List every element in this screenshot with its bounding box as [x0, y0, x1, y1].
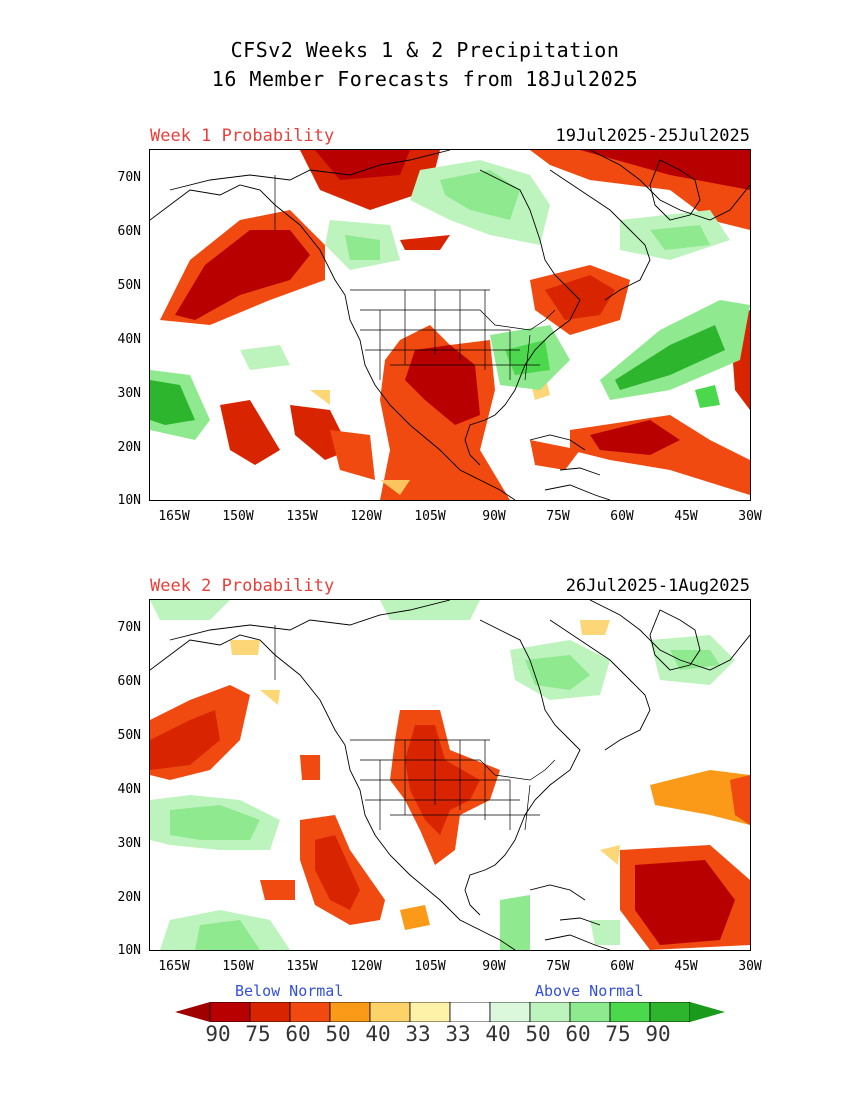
lon-label: 150W	[222, 959, 254, 974]
legend-value: 33	[445, 1022, 471, 1046]
legend-value: 50	[525, 1022, 551, 1046]
lat-label: 10N	[117, 943, 141, 958]
lon-label: 120W	[350, 959, 382, 974]
lat-label: 50N	[117, 278, 141, 293]
lon-label: 135W	[286, 509, 318, 524]
lon-label: 165W	[158, 509, 190, 524]
lon-label: 90W	[482, 959, 506, 974]
week1-label: Week 1 Probability	[150, 126, 335, 146]
legend-arrow-right	[690, 1002, 725, 1022]
lon-label: 30W	[738, 959, 762, 974]
legend-color-cell	[489, 1001, 531, 1023]
week2-slight-below-areas	[230, 620, 620, 865]
lon-label: 45W	[674, 509, 698, 524]
week2-state-borders	[274, 625, 556, 831]
week2-map	[149, 599, 751, 951]
chart-title-line2: 16 Member Forecasts from 18Jul2025	[211, 67, 639, 91]
lat-label: 30N	[117, 386, 141, 401]
lat-label: 40N	[117, 332, 141, 347]
week1-dates: 19Jul2025-25Jul2025	[555, 126, 750, 146]
legend-color-bar	[175, 1001, 725, 1023]
legend-color-cell	[449, 1001, 491, 1023]
lat-label: 20N	[117, 890, 141, 905]
lat-label: 30N	[117, 836, 141, 851]
lon-label: 90W	[482, 509, 506, 524]
legend-above-normal-label: Above Normal	[535, 982, 644, 1000]
legend-value: 60	[285, 1022, 311, 1046]
legend-color-bar-svg	[175, 1001, 725, 1023]
legend-below-normal-label: Below Normal	[235, 982, 344, 1000]
legend-color-cell	[569, 1001, 611, 1023]
lon-label: 165W	[158, 959, 190, 974]
lat-label: 70N	[117, 170, 141, 185]
lat-label: 20N	[117, 440, 141, 455]
legend-color-cell	[249, 1001, 291, 1023]
lon-label: 30W	[738, 509, 762, 524]
lat-label: 40N	[117, 782, 141, 797]
lon-label: 120W	[350, 509, 382, 524]
legend-value: 33	[405, 1022, 431, 1046]
lat-label: 60N	[117, 674, 141, 689]
week2-below-normal-areas	[150, 685, 750, 950]
legend-value: 40	[365, 1022, 391, 1046]
lon-label: 60W	[610, 959, 634, 974]
week1-coastlines	[150, 150, 750, 500]
legend-color-cell	[649, 1001, 691, 1023]
lon-label: 45W	[674, 959, 698, 974]
week2-dates: 26Jul2025-1Aug2025	[565, 576, 750, 596]
lon-label: 135W	[286, 959, 318, 974]
lat-label: 50N	[117, 728, 141, 743]
week2-coastlines	[150, 600, 750, 950]
lon-label: 75W	[546, 959, 570, 974]
legend-color-cell	[329, 1001, 371, 1023]
week1-state-borders	[274, 175, 556, 381]
lon-label: 75W	[546, 509, 570, 524]
week2-probability-field	[150, 600, 750, 950]
week1-below-normal-areas	[160, 150, 750, 500]
lon-label: 105W	[414, 509, 446, 524]
lon-label: 150W	[222, 509, 254, 524]
legend-value: 50	[325, 1022, 351, 1046]
legend-color-cell	[409, 1001, 451, 1023]
lon-label: 105W	[414, 959, 446, 974]
legend-value: 90	[205, 1022, 231, 1046]
chart-title-line1: CFSv2 Weeks 1 & 2 Precipitation	[230, 38, 620, 62]
legend-value: 90	[645, 1022, 671, 1046]
legend-value: 75	[245, 1022, 271, 1046]
week2-above-normal-areas	[150, 600, 735, 950]
legend-value: 75	[605, 1022, 631, 1046]
lat-label: 70N	[117, 620, 141, 635]
legend-color-cell	[369, 1001, 411, 1023]
week1-probability-field	[150, 150, 750, 500]
lon-label: 60W	[610, 509, 634, 524]
legend-arrow-left	[175, 1002, 210, 1022]
lat-label: 60N	[117, 224, 141, 239]
legend-color-cell	[209, 1001, 251, 1023]
legend-color-cell	[529, 1001, 571, 1023]
legend-color-cell	[289, 1001, 331, 1023]
legend-value: 60	[565, 1022, 591, 1046]
week1-map	[149, 149, 751, 501]
week2-label: Week 2 Probability	[150, 576, 335, 596]
legend-color-cell	[609, 1001, 651, 1023]
lat-label: 10N	[117, 493, 141, 508]
legend-value: 40	[485, 1022, 511, 1046]
